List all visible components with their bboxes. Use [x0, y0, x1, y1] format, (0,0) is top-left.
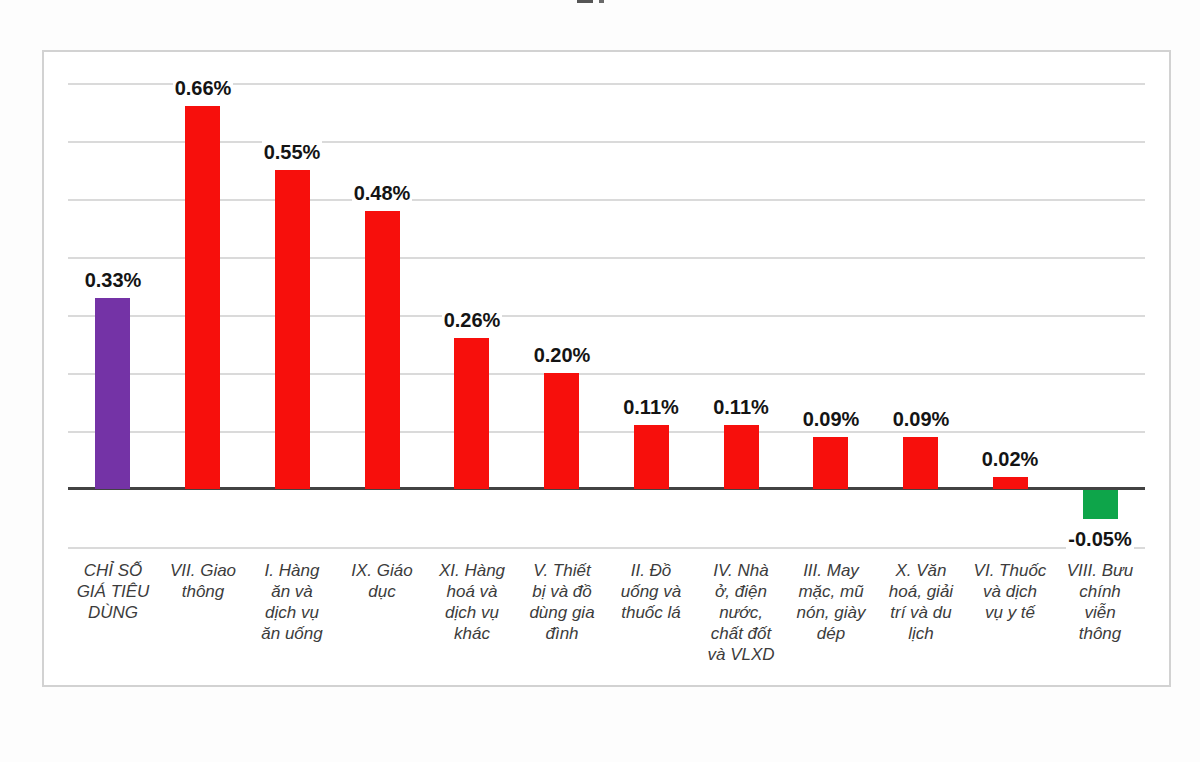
chart-frame — [42, 50, 1171, 687]
cropped-title-fragment — [577, 0, 593, 3]
cropped-title-fragment-dot — [599, 0, 604, 3]
cpi-bar-chart-page: 0.33%0.66%0.55%0.48%0.26%0.20%0.11%0.11%… — [0, 0, 1200, 762]
zero-axis-line — [68, 487, 1145, 490]
